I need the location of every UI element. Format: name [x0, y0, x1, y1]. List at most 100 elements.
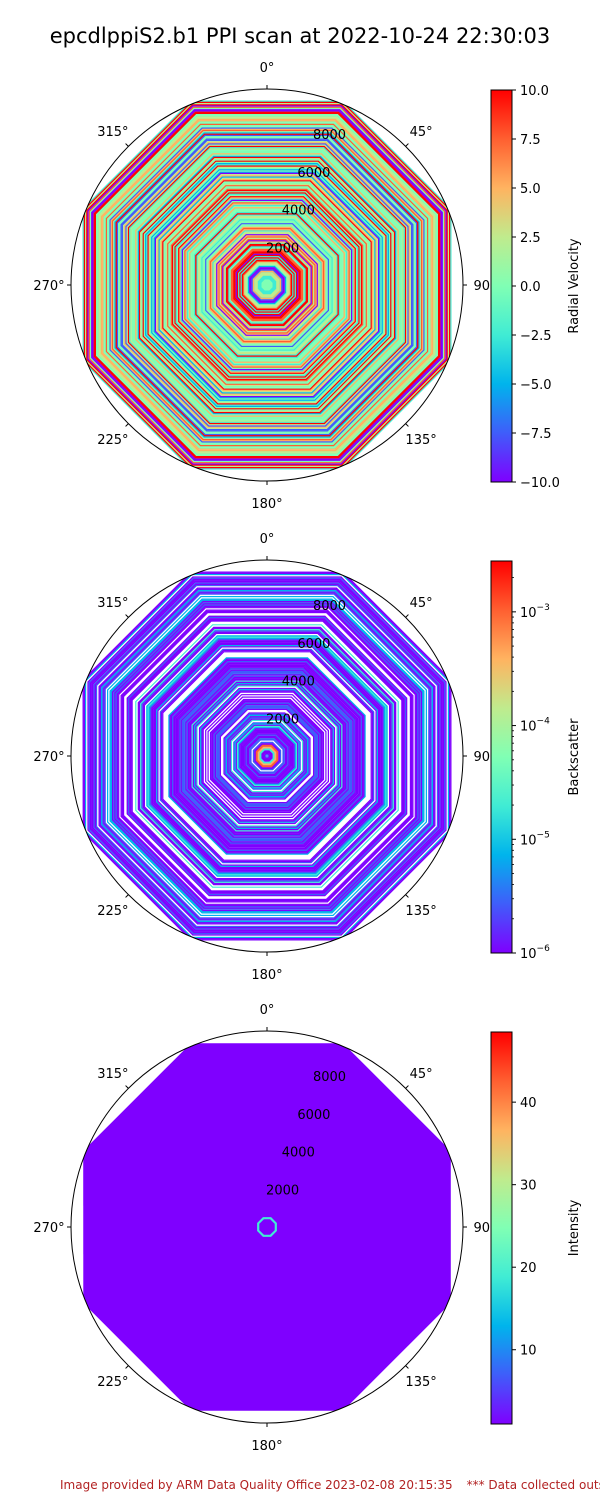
scan-ring — [164, 182, 370, 388]
scan-ring — [232, 721, 302, 791]
scan-ring — [127, 145, 407, 425]
scan-ring — [228, 246, 306, 324]
scan-ring — [205, 223, 329, 347]
scan-ring — [97, 586, 437, 926]
scan-ring — [130, 148, 404, 422]
scan-ring — [190, 679, 344, 833]
scan-ring — [105, 594, 429, 918]
scan-ring — [196, 214, 338, 356]
scan-ring — [110, 128, 424, 442]
angle-tick-mark — [125, 1365, 129, 1369]
radial-tick-label: 8000 — [313, 1070, 346, 1085]
scan-ring — [149, 638, 385, 874]
scan-ring — [206, 695, 328, 817]
scan-ring — [175, 664, 359, 848]
scan-ring — [187, 205, 347, 365]
angle-tick-label: 225° — [97, 1375, 128, 1390]
scan-ring — [125, 614, 409, 898]
scan-ring — [229, 247, 305, 323]
scan-ring — [108, 597, 426, 915]
scan-ring — [126, 144, 408, 426]
scan-ring — [124, 142, 410, 428]
scan-ring — [115, 133, 419, 437]
scan-ring — [176, 665, 358, 847]
scan-ring — [134, 152, 400, 418]
scan-ring — [97, 115, 437, 455]
scan-ring — [249, 738, 285, 774]
radial-tick-label: 4000 — [282, 204, 315, 219]
scan-ring — [254, 743, 280, 769]
scan-ring — [196, 685, 338, 827]
scan-ring — [86, 575, 448, 937]
center-echo — [261, 750, 273, 762]
scan-ring — [241, 730, 293, 782]
scan-ring — [251, 740, 283, 772]
scan-ring — [162, 651, 372, 861]
scan-ring — [135, 624, 399, 888]
scan-ring — [123, 612, 411, 900]
angle-tick-mark — [125, 614, 129, 618]
scan-ring — [132, 150, 402, 420]
scan-ring — [119, 137, 415, 433]
scan-ring — [124, 613, 410, 899]
colorbar-label: Backscatter — [567, 718, 582, 796]
footer-note-text: *** Data collected outside — [466, 1478, 600, 1492]
scan-ring — [209, 227, 325, 343]
scan-ring — [107, 125, 427, 445]
scan-ring — [189, 207, 345, 363]
scan-ring — [146, 164, 388, 406]
scan-ring — [89, 107, 445, 463]
scan-ring — [142, 160, 392, 410]
scan-ring — [138, 627, 396, 885]
angle-tick-label: 315° — [97, 1067, 128, 1082]
scan-ring — [244, 733, 290, 779]
scan-ring — [157, 646, 377, 866]
center-echo — [255, 744, 279, 768]
colorbar-tick-label: 10−6 — [520, 944, 550, 962]
colorbar-label: Radial Velocity — [567, 238, 582, 334]
angle-tick-label: 270° — [33, 1221, 64, 1236]
scan-ring — [225, 714, 309, 798]
scan-ring — [191, 209, 343, 361]
scan-ring — [174, 663, 360, 849]
scan-ring — [109, 598, 425, 914]
scan-ring — [86, 104, 448, 466]
radial-tick-label: 2000 — [266, 712, 299, 727]
scan-ring — [165, 183, 369, 387]
scan-ring — [185, 203, 349, 367]
scan-ring — [247, 736, 287, 776]
colorbar-tick-label: −2.5 — [520, 329, 552, 344]
angle-tick-mark — [405, 143, 409, 147]
scan-ring — [246, 264, 288, 306]
scan-ring — [238, 727, 296, 785]
scan-ring — [151, 169, 383, 401]
colorbar-tick-label: 7.5 — [520, 133, 541, 148]
scan-ring — [169, 658, 365, 854]
scan-ring — [99, 588, 435, 924]
scan-ring — [240, 729, 294, 783]
angle-tick-label: 45° — [410, 596, 433, 611]
scan-ring — [228, 717, 306, 795]
scan-ring — [145, 163, 389, 407]
scan-ring — [136, 154, 398, 416]
angle-tick-label: 225° — [97, 904, 128, 919]
colorbar-tick-label: −7.5 — [520, 427, 552, 442]
angle-tick-label: 135° — [405, 1375, 436, 1390]
scan-ring — [184, 673, 350, 839]
colorbar-tick-label: 10 — [520, 1344, 537, 1359]
scan-ring — [195, 684, 339, 828]
colorbar-tick-label: −5.0 — [520, 378, 552, 393]
scan-ring — [159, 648, 375, 864]
scan-ring — [89, 578, 445, 934]
scan-ring — [94, 583, 440, 929]
scan-ring — [197, 215, 337, 355]
scan-ring — [208, 226, 326, 344]
scan-ring — [203, 221, 331, 349]
center-echo — [259, 748, 275, 764]
intensity-panel: 0°45°90°135°180°225°270°315°200040006000… — [33, 1003, 582, 1454]
scan-ring — [245, 734, 289, 778]
scan-ring — [183, 672, 351, 840]
scan-ring — [141, 159, 393, 411]
scan-ring — [251, 269, 283, 301]
scan-ring — [265, 754, 269, 758]
